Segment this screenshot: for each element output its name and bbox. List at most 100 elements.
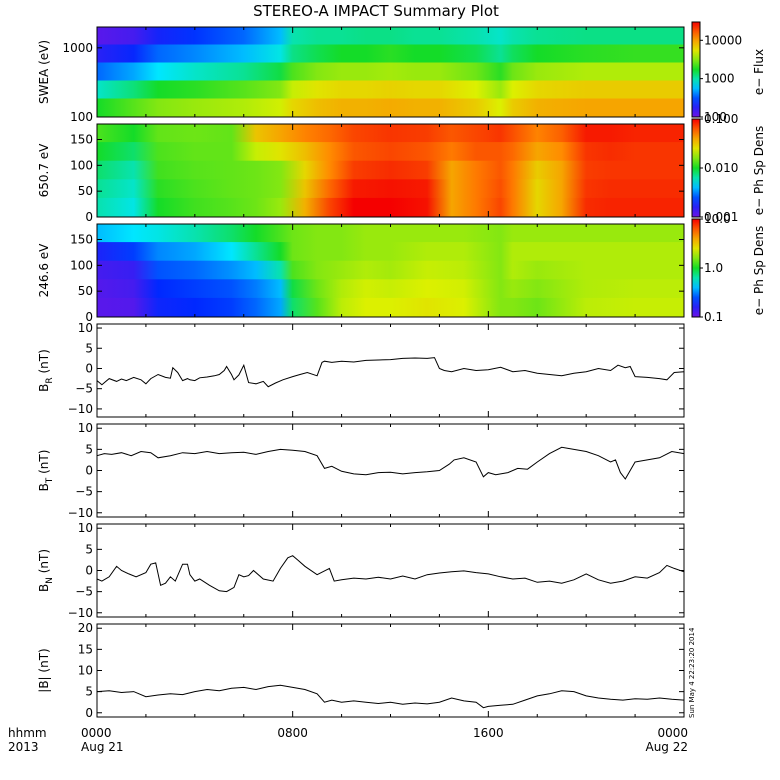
colorbar-tick-label: 1.0 — [704, 261, 723, 275]
y-tick-label: 1000 — [62, 41, 93, 55]
plot-frame — [96, 623, 685, 718]
y-label-subscript: R — [45, 377, 55, 383]
date-tick-label: Aug 21 — [81, 740, 124, 754]
y-label-text: B — [37, 384, 51, 392]
heatmap-row-band — [97, 224, 684, 244]
y-label-subscript: T — [45, 477, 55, 484]
y-label-text: B — [37, 483, 51, 491]
y-tick-label: −10 — [68, 606, 93, 620]
time-tick-label: 0000 — [657, 726, 688, 740]
y-tick-label: 0 — [85, 564, 93, 578]
y-tick-label: 5 — [85, 341, 93, 355]
heatmap-row-band — [97, 160, 684, 181]
y-tick-label: 50 — [78, 284, 93, 298]
heatmap-row-band — [97, 297, 684, 317]
colorbar-tick-label: 10.0 — [704, 212, 731, 226]
y-label-text: B — [37, 584, 51, 592]
y-tick-label: 0 — [85, 706, 93, 720]
y-tick-label: 100 — [70, 258, 93, 272]
heatmap-row-band — [97, 260, 684, 281]
panel-bn: 10 5 0 −5 −10 BN (nT) — [37, 521, 685, 620]
y-tick-label: −5 — [75, 382, 93, 396]
colorbar-pad_650 — [691, 118, 701, 218]
y-label-text: 650.7 eV — [37, 143, 51, 198]
y-tick-label: 0 — [85, 464, 93, 478]
heatmap-row-band — [97, 142, 684, 162]
colorbar-swea — [691, 21, 701, 118]
y-tick-label: 10 — [78, 421, 93, 435]
y-tick-label: −5 — [75, 585, 93, 599]
y-tick-label: 5 — [85, 685, 93, 699]
y-tick-label: −5 — [75, 485, 93, 499]
heatmap-row-band — [97, 279, 684, 299]
y-label-text: |B| (nT) — [37, 648, 51, 692]
panel-bt: 10 5 0 −5 −10 BT (nT) — [37, 421, 685, 520]
panel-pad_246: 10.0 1.0 0.1 e− Ph Sp Dens 150 100 50 0 246.6 eV — [37, 212, 766, 324]
time-axis-label-hhmm: hhmm — [8, 726, 47, 740]
heatmap-row-band — [97, 124, 684, 144]
colorbar-label: e− Flux — [752, 49, 766, 95]
series-line-br — [96, 357, 685, 388]
plot-frame — [96, 423, 685, 518]
figure-title: STEREO-A IMPACT Summary Plot — [253, 2, 499, 20]
y-tick-label: 150 — [70, 233, 93, 247]
heatmap-pad_650 — [97, 124, 684, 217]
time-tick-label: 1600 — [473, 726, 504, 740]
heatmap-row-band — [97, 62, 684, 82]
y-tick-label: 0 — [85, 210, 93, 224]
colorbar-tick-label: 0.010 — [704, 161, 738, 175]
y-tick-label: 0 — [85, 362, 93, 376]
y-tick-label: 150 — [70, 133, 93, 147]
y-tick-label: −10 — [68, 402, 93, 416]
y-tick-label: 0 — [85, 310, 93, 324]
y-label-unit: (nT) — [37, 450, 51, 478]
colorbar-tick-label: 100 — [704, 110, 727, 124]
heatmap-row-band — [97, 44, 684, 64]
y-tick-label: 10 — [78, 521, 93, 535]
y-label-subscript: N — [45, 577, 55, 584]
series-line-bt — [96, 446, 685, 480]
heatmap-row-band — [97, 242, 684, 262]
y-label-unit: (nT) — [37, 349, 51, 377]
y-tick-label: 10 — [78, 321, 93, 335]
y-tick-label: 100 — [70, 110, 93, 124]
plot-frame — [96, 523, 685, 618]
creation-timestamp: Sun May 4 22:23:20 2014 — [688, 627, 696, 718]
series-line-bmag — [96, 684, 685, 709]
y-label-text: 246.6 eV — [37, 243, 51, 298]
y-label-text: SWEA (eV) — [37, 40, 51, 104]
y-tick-label: 20 — [78, 621, 93, 635]
heatmap-swea — [97, 27, 684, 117]
y-tick-label: 5 — [85, 542, 93, 556]
colorbar-label: e− Ph Sp Dens — [752, 226, 766, 315]
y-axis-label-bmag: |B| (nT) — [37, 648, 51, 692]
heatmap-row-band — [97, 98, 684, 117]
heatmap-pad_246 — [97, 224, 684, 317]
colorbar-pad_246 — [691, 218, 701, 318]
colorbar-tick-label: 1000 — [704, 72, 735, 86]
heatmap-row-band — [97, 197, 684, 217]
plot-frame — [96, 323, 685, 418]
y-axis-label-pad_246: 246.6 eV — [37, 243, 51, 298]
y-tick-label: −10 — [68, 506, 93, 520]
y-tick-label: 15 — [78, 642, 93, 656]
date-tick-label: Aug 22 — [645, 740, 688, 754]
y-axis-label-bn: BN (nT) — [37, 549, 55, 592]
colorbar-tick-label: 0.001 — [704, 210, 738, 224]
heatmap-row-band — [97, 179, 684, 199]
y-tick-label: 100 — [70, 158, 93, 172]
series-line-bn — [96, 555, 685, 593]
time-tick-label: 0800 — [277, 726, 308, 740]
panel-swea: 10000 1000 100 e− Flux 1000 100 SWEA (eV) — [37, 21, 766, 124]
panel-pad_650: 0.100 0.010 0.001 e− Ph Sp Dens 150 100 50 0 650… — [37, 112, 766, 224]
y-label-unit: (nT) — [37, 549, 51, 577]
time-tick-label: 0000 — [81, 726, 112, 740]
time-axis-label-year: 2013 — [8, 740, 39, 754]
y-tick-label: 50 — [78, 184, 93, 198]
y-axis-label-swea: SWEA (eV) — [37, 40, 51, 104]
colorbar-tick-label: 10000 — [704, 33, 742, 47]
heatmap-row-band — [97, 80, 684, 100]
